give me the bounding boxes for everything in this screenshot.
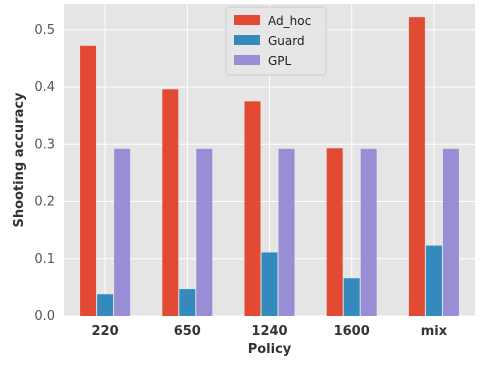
legend-label-ad-hoc: Ad_hoc [268,14,311,28]
bar-guard-1600 [343,278,360,316]
legend-swatch-guard [234,35,260,45]
x-axis-ticks: 220 650 1240 1600 mix [92,324,448,339]
bar-gpl-mix [442,148,459,316]
bars [80,17,459,317]
y-axis-title: Shooting accuracy [12,92,27,228]
legend: Ad_hoc Guard GPL [225,6,327,76]
bar-ad-hoc-1600 [326,148,343,316]
legend-swatch-ad-hoc [234,15,260,25]
y-tick-label: 0.4 [34,80,55,95]
y-tick-label: 0.1 [34,252,55,267]
legend-label-guard: Guard [268,34,305,48]
x-tick-label: 220 [92,324,119,339]
y-tick-label: 0.0 [34,309,55,324]
y-tick-label: 0.3 [34,137,55,152]
x-tick-label: 650 [174,324,201,339]
y-tick-label: 0.2 [34,195,55,210]
legend-label-gpl: GPL [268,54,292,68]
x-tick-label: mix [421,324,448,339]
x-tick-label: 1600 [334,324,370,339]
bar-ad-hoc-mix [408,17,425,317]
x-axis-title: Policy [248,342,292,357]
bar-gpl-220 [114,148,131,316]
legend-swatch-gpl [234,55,260,65]
bar-ad-hoc-220 [80,45,97,316]
bar-gpl-1600 [360,148,377,316]
bar-guard-220 [97,294,114,316]
y-tick-label: 0.5 [34,23,55,38]
bar-gpl-1240 [278,148,295,316]
y-axis-ticks: 0.0 0.1 0.2 0.3 0.4 0.5 [34,23,55,324]
bar-guard-1240 [261,252,278,316]
bar-guard-650 [179,289,196,316]
bar-guard-mix [425,245,442,316]
bar-gpl-650 [196,148,213,316]
bar-ad-hoc-1240 [244,101,261,316]
x-tick-label: 1240 [251,324,287,339]
bar-ad-hoc-650 [162,89,179,317]
